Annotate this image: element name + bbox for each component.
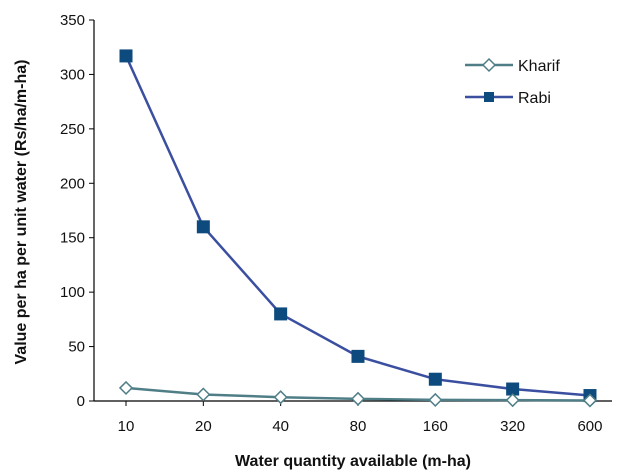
series-rabi	[119, 49, 597, 403]
x-tick-label: 320	[500, 418, 525, 435]
legend-label-rabi: Rabi	[518, 90, 551, 107]
data-point-rabi	[119, 49, 133, 63]
y-axis-ticks: 0 50 100 150 200 250 300 350	[60, 12, 94, 410]
legend-label-kharif: Kharif	[518, 58, 560, 75]
legend-kharif-marker	[481, 57, 497, 73]
y-tick-label: 200	[60, 175, 85, 192]
data-point-rabi	[196, 220, 210, 234]
data-point-rabi	[351, 349, 365, 363]
data-point-rabi	[506, 382, 520, 396]
x-tick-label: 160	[423, 418, 448, 435]
y-tick-label: 0	[77, 393, 85, 410]
legend: Kharif Rabi	[465, 57, 560, 107]
y-tick-label: 50	[68, 339, 85, 356]
data-point-kharif	[505, 393, 520, 408]
series-kharif	[118, 380, 598, 408]
x-tick-label: 600	[577, 418, 602, 435]
y-tick-label: 300	[60, 66, 85, 83]
legend-rabi-marker	[484, 92, 494, 102]
legend-item-kharif: Kharif	[465, 57, 560, 75]
x-tick-label: 80	[350, 418, 367, 435]
data-point-kharif	[582, 393, 598, 408]
x-tick-label: 20	[195, 418, 212, 435]
x-tick-label: 10	[118, 418, 135, 435]
x-tick-label: 40	[272, 418, 289, 435]
y-axis-title: Value per ha per unit water (Rs/ha/m-ha)	[13, 60, 30, 365]
data-point-kharif	[350, 391, 366, 406]
data-point-kharif	[118, 380, 134, 395]
data-point-kharif	[196, 387, 211, 402]
data-point-rabi	[428, 372, 442, 386]
y-tick-label: 100	[60, 284, 85, 301]
data-point-kharif	[428, 392, 443, 407]
plot-area: 0 50 100 150 200 250 300 350 10 20 40 80 160 320 600	[60, 12, 612, 435]
data-point-rabi	[274, 307, 288, 321]
y-tick-label: 350	[60, 12, 85, 29]
y-tick-label: 250	[60, 121, 85, 138]
x-axis-title: Water quantity available (m-ha)	[235, 453, 471, 470]
legend-item-rabi: Rabi	[465, 90, 551, 107]
x-axis-ticks: 10 20 40 80 160 320 600	[118, 401, 602, 435]
series-layer	[118, 49, 598, 408]
y-tick-label: 150	[60, 230, 85, 247]
data-point-kharif	[273, 390, 288, 405]
